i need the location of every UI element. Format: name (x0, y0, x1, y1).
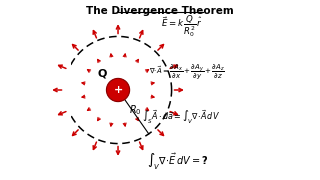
Circle shape (107, 78, 130, 102)
Text: $\int_V \nabla\!\cdot\!\vec{E}\,dV = \mathbf{?}$: $\int_V \nabla\!\cdot\!\vec{E}\,dV = \ma… (147, 151, 209, 172)
Text: $R_0$: $R_0$ (129, 104, 141, 117)
Text: $\vec{E} = k\,\dfrac{Q}{R_0^2}\,\hat{r}$: $\vec{E} = k\,\dfrac{Q}{R_0^2}\,\hat{r}$ (161, 13, 202, 39)
Text: $\nabla\!\cdot\!\vec{A} = \dfrac{\partial A_x}{\partial x} + \dfrac{\partial A_y: $\nabla\!\cdot\!\vec{A} = \dfrac{\partia… (149, 63, 225, 82)
Text: The Divergence Theorem: The Divergence Theorem (86, 6, 234, 16)
Text: Q: Q (97, 69, 107, 79)
Text: +: + (113, 85, 123, 95)
Text: $\int_S \vec{A}\cdot d\vec{a} = \int_V \nabla\!\cdot\!\vec{A}\,dV$: $\int_S \vec{A}\cdot d\vec{a} = \int_V \… (142, 108, 220, 126)
